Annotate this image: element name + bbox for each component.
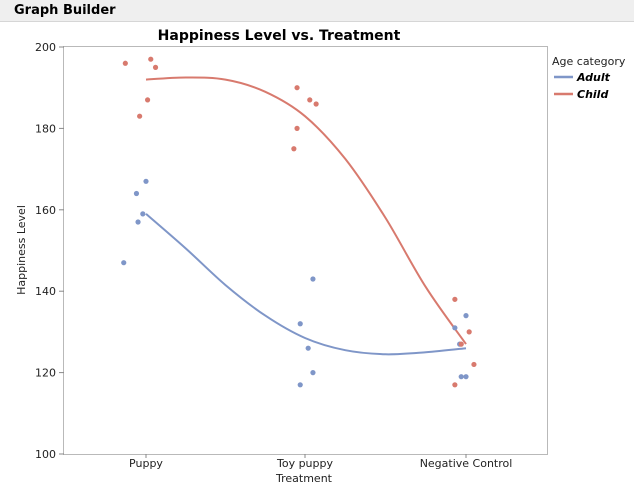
data-point-adult: [297, 321, 303, 327]
y-tick-label: 140: [35, 285, 56, 298]
y-tick-label: 180: [35, 122, 56, 135]
y-tick-label: 100: [35, 448, 56, 461]
data-point-child: [452, 296, 458, 302]
window-titlebar: Graph Builder: [0, 0, 634, 22]
data-point-adult: [133, 190, 140, 197]
data-point-child: [471, 361, 477, 368]
data-point-child: [452, 382, 458, 388]
data-point-adult: [458, 374, 464, 380]
data-point-adult: [143, 178, 149, 184]
y-axis-label: Happiness Level: [15, 205, 28, 295]
data-point-child: [458, 341, 464, 347]
data-point-child: [294, 85, 300, 91]
data-point-child: [313, 101, 319, 107]
data-point-adult: [297, 382, 303, 388]
data-point-adult: [121, 260, 127, 266]
fit-line-adult: [145, 213, 467, 356]
window-title: Graph Builder: [14, 3, 116, 18]
data-point-adult: [310, 370, 316, 376]
plot-frame: [63, 46, 548, 455]
data-point-child: [466, 329, 472, 335]
data-point-adult: [140, 211, 146, 217]
x-tick-label: Puppy: [129, 457, 163, 470]
y-tick-label: 160: [35, 204, 56, 217]
legend: Age category Adult Child: [552, 55, 626, 101]
data-point-child: [148, 56, 154, 62]
chart-title: Happiness Level vs. Treatment: [158, 28, 401, 44]
data-point-adult: [305, 345, 311, 351]
data-point-adult: [452, 325, 458, 331]
data-point-child: [307, 97, 313, 103]
fit-line-child: [145, 76, 467, 345]
data-point-child: [122, 60, 128, 66]
data-point-child: [294, 125, 300, 131]
data-point-adult: [463, 374, 469, 380]
y-tick-label: 200: [35, 41, 56, 54]
x-tick-label: Negative Control: [420, 457, 513, 470]
legend-label-adult: Adult: [576, 71, 611, 84]
x-axis-label: Treatment: [275, 472, 333, 485]
data-point-child: [137, 113, 143, 119]
legend-title: Age category: [552, 55, 626, 68]
y-tick-label: 120: [35, 367, 56, 380]
data-point-adult: [135, 219, 141, 225]
legend-label-child: Child: [577, 88, 608, 101]
data-point-adult: [463, 313, 469, 319]
x-tick-label: Toy puppy: [276, 457, 334, 470]
data-point-child: [152, 64, 159, 70]
data-point-child: [291, 146, 297, 152]
data-point-child: [144, 97, 151, 103]
data-point-adult: [310, 276, 316, 282]
